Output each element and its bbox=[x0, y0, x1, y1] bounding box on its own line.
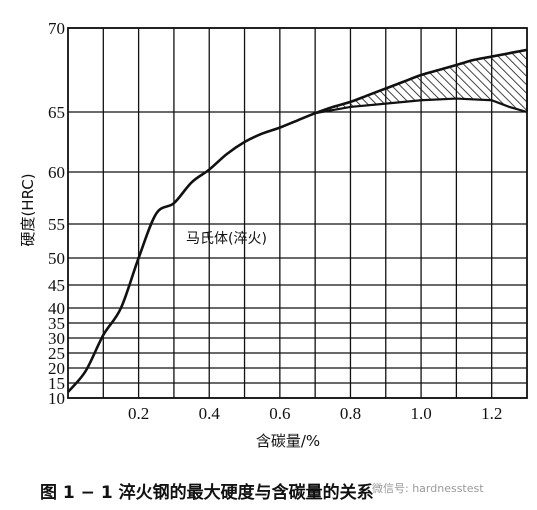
x-tick-label-5: 1.2 bbox=[481, 404, 502, 423]
x-axis-label: 含碳量/% bbox=[256, 432, 320, 450]
y-tick-label-50: 50 bbox=[48, 249, 65, 268]
y-tick-label-70: 70 bbox=[48, 19, 65, 38]
y-tick-label-65: 65 bbox=[48, 103, 65, 122]
x-tick-label-4: 1.0 bbox=[410, 404, 431, 423]
y-axis-label: 硬度(HRC) bbox=[19, 173, 37, 246]
y-tick-label-35: 35 bbox=[48, 314, 65, 333]
y-tick-label-20: 20 bbox=[48, 359, 65, 378]
y-tick-label-60: 60 bbox=[48, 163, 65, 182]
figure-caption: 图 1 − 1 淬火钢的最大硬度与含碳量的关系 bbox=[40, 483, 374, 503]
y-tick-label-15: 15 bbox=[48, 374, 65, 393]
series-label-martensite: 马氏体(淬火) bbox=[186, 231, 267, 247]
y-tick-label-40: 40 bbox=[48, 299, 65, 318]
y-tick-label-25: 25 bbox=[48, 344, 65, 363]
x-tick-label-1: 0.4 bbox=[199, 404, 221, 423]
x-tick-label-0: 0.2 bbox=[128, 404, 149, 423]
y-tick-label-55: 55 bbox=[48, 215, 65, 234]
hatched-region bbox=[314, 49, 528, 115]
x-tick-labels: 0.2 0.4 0.6 0.8 1.0 1.2 bbox=[128, 404, 502, 423]
y-tick-label-10: 10 bbox=[48, 389, 65, 408]
series-line-martensite bbox=[67, 48, 528, 393]
x-tick-label-3: 0.8 bbox=[340, 404, 361, 423]
hatch-fill bbox=[315, 49, 527, 114]
lower-band-line bbox=[314, 97, 528, 115]
y-tick-label-30: 30 bbox=[48, 329, 65, 348]
watermark: 微信号: hardnesstest bbox=[372, 482, 484, 495]
series bbox=[67, 48, 528, 393]
x-tick-label-2: 0.6 bbox=[269, 404, 290, 423]
y-tick-label-45: 45 bbox=[48, 276, 65, 295]
plot-frame bbox=[67, 27, 528, 399]
